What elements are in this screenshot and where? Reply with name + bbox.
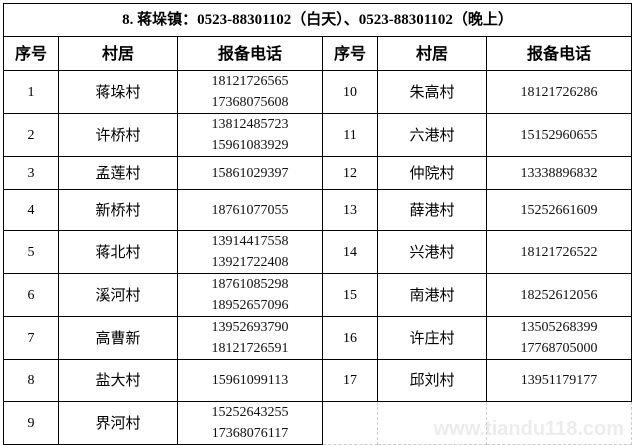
village-name: 溪河村 (58, 273, 178, 317)
table-row: 3 孟莲村 15861029397 12 仲院村 13338896832 (3, 156, 632, 190)
table-row: 5 蒋北村 13914417558 13921722408 14 兴港村 181217265… (3, 230, 632, 274)
phone-number: 13338896832 (520, 165, 598, 181)
row-number: 4 (3, 189, 59, 231)
table-row: 2 许桥村 13812485723 15961083929 11 六港村 151529606… (3, 113, 632, 157)
phone-cell: 13812485723 15961083929 (177, 113, 323, 157)
phone-number: 13914417558 (211, 234, 289, 249)
phone-cell: 15861029397 (177, 156, 323, 190)
phone-number: 13505268399 (520, 320, 598, 335)
header-phone: 报备电话 (177, 36, 323, 71)
phone-number: 15252661609 (520, 202, 598, 218)
row-number: 9 (3, 401, 59, 445)
village-name: 孟莲村 (58, 156, 178, 190)
phone-cell: 18761077055 (177, 189, 323, 231)
row-number: 12 (322, 156, 378, 190)
village-name: 蒋北村 (58, 230, 178, 274)
row-number: 3 (3, 156, 59, 190)
header-no: 序号 (322, 36, 378, 71)
phone-number: 17768705000 (520, 341, 598, 356)
phone-number: 15961083929 (211, 138, 289, 153)
village-name: 蒋垛村 (58, 70, 178, 114)
village-name: 南港村 (377, 273, 487, 317)
phone-number: 15861029397 (211, 165, 289, 181)
village-name: 仲院村 (377, 156, 487, 190)
header-no: 序号 (3, 36, 59, 71)
phone-number: 18952657096 (211, 298, 289, 313)
phone-number: 15152960655 (520, 127, 598, 143)
village-name: 邱刘村 (377, 359, 487, 402)
phone-cell: 18121726286 (486, 70, 632, 114)
table-row: 7 高曹新 13952693790 18121726591 16 许庄村 135052683… (3, 316, 632, 360)
table-title: 8. 蒋垛镇：0523-88301102（白天）、0523-88301102（晚… (3, 3, 632, 37)
village-name: 界河村 (58, 401, 178, 445)
row-number: 14 (322, 230, 378, 274)
row-number: 11 (322, 113, 378, 157)
row-number: 6 (3, 273, 59, 317)
row-number: 15 (322, 273, 378, 317)
phone-cell: 15252661609 (486, 189, 632, 231)
phone-number: 18761085298 (211, 277, 289, 292)
village-name: 新桥村 (58, 189, 178, 231)
village-name: 薛港村 (377, 189, 487, 231)
row-number: 2 (3, 113, 59, 157)
phone-number: 18121726286 (520, 84, 598, 100)
phone-number: 18121726591 (211, 341, 289, 356)
phone-number: 15961099113 (211, 373, 289, 388)
table-row: 8 盐大村 15961099113 17 邱刘村 13951179177 (3, 359, 632, 402)
phone-cell: 15961099113 (177, 359, 323, 402)
empty-cell (486, 401, 632, 445)
phone-number: 17368075608 (211, 95, 289, 110)
village-name: 高曹新 (58, 316, 178, 360)
phone-cell: 13505268399 17768705000 (486, 316, 632, 360)
phone-number: 13952693790 (211, 320, 289, 335)
empty-cell (377, 401, 487, 445)
phone-number: 13921722408 (211, 255, 289, 270)
empty-cell (322, 401, 378, 445)
village-name: 兴港村 (377, 230, 487, 274)
phone-number: 17368076117 (211, 426, 289, 441)
table-row: 4 新桥村 18761077055 13 薛港村 15252661609 (3, 189, 632, 231)
village-name: 许庄村 (377, 316, 487, 360)
phone-cell: 18252612056 (486, 273, 632, 317)
header-village: 村居 (377, 36, 487, 71)
phone-cell: 13952693790 18121726591 (177, 316, 323, 360)
village-name: 盐大村 (58, 359, 178, 402)
watermark: www.tiandu118.com (433, 418, 624, 440)
phone-number: 18761077055 (211, 202, 289, 218)
table-row: 6 溪河村 18761085298 18952657096 15 南港村 182526120… (3, 273, 632, 317)
table-row: 9 界河村 15252643255 17368076117 (3, 401, 632, 445)
phone-cell: 15252643255 17368076117 (177, 401, 323, 445)
row-number: 5 (3, 230, 59, 274)
phone-number: 18121726522 (520, 244, 598, 260)
phone-number: 13812485723 (211, 117, 289, 132)
phone-cell: 18121726522 (486, 230, 632, 274)
phone-cell: 15152960655 (486, 113, 632, 157)
row-number: 8 (3, 359, 59, 402)
phone-number: 15252643255 (211, 405, 289, 420)
table-row: 1 蒋垛村 18121726565 17368075608 10 朱高村 181217262… (3, 70, 632, 114)
phone-cell: 13914417558 13921722408 (177, 230, 323, 274)
header-village: 村居 (58, 36, 178, 71)
contact-table: 8. 蒋垛镇：0523-88301102（白天）、0523-88301102（晚… (3, 3, 632, 445)
phone-number: 13951179177 (520, 373, 598, 388)
phone-number: 18252612056 (520, 287, 598, 303)
row-number: 7 (3, 316, 59, 360)
row-number: 13 (322, 189, 378, 231)
phone-cell: 13338896832 (486, 156, 632, 190)
phone-number: 18121726565 (211, 74, 289, 89)
village-name: 六港村 (377, 113, 487, 157)
phone-cell: 18761085298 18952657096 (177, 273, 323, 317)
row-number: 17 (322, 359, 378, 402)
row-number: 16 (322, 316, 378, 360)
header-phone: 报备电话 (486, 36, 632, 71)
village-name: 朱高村 (377, 70, 487, 114)
row-number: 1 (3, 70, 59, 114)
header-row: 序号 村居 报备电话 序号 村居 报备电话 (3, 36, 632, 71)
row-number: 10 (322, 70, 378, 114)
village-name: 许桥村 (58, 113, 178, 157)
phone-cell: 13951179177 (486, 359, 632, 402)
phone-cell: 18121726565 17368075608 (177, 70, 323, 114)
